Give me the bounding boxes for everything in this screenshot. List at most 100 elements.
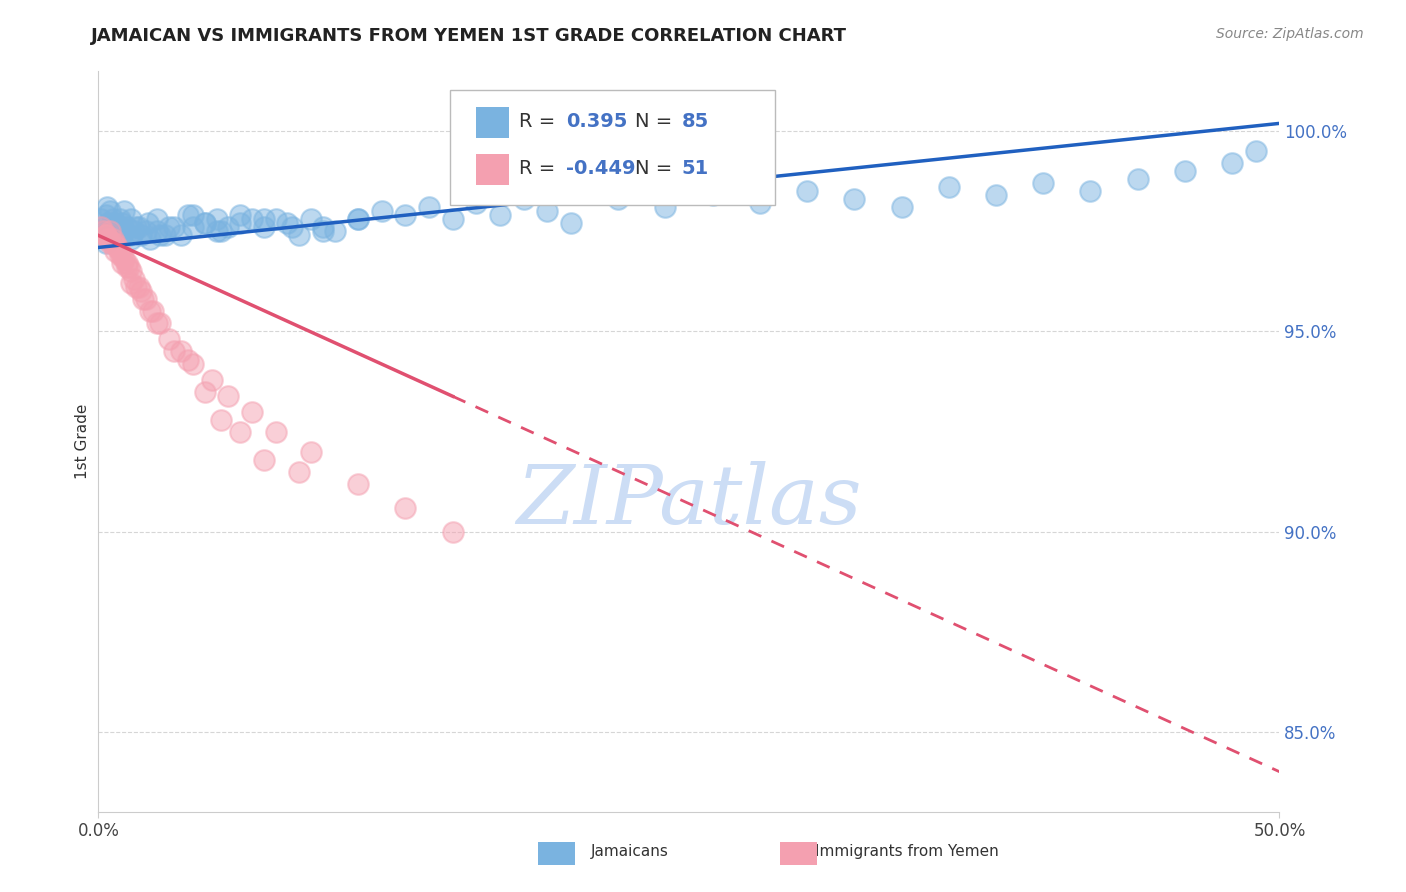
Point: [181, 209, 204, 223]
Point: [98, 204, 121, 219]
Point: [118, 228, 141, 243]
Point: [276, 216, 298, 230]
Point: [97, 216, 120, 230]
Point: [104, 236, 127, 251]
Point: [194, 216, 217, 230]
Point: [796, 185, 818, 199]
Point: [229, 209, 252, 223]
Text: R =: R =: [519, 112, 555, 131]
Point: [98, 220, 121, 235]
Point: [205, 212, 228, 227]
Point: [1032, 177, 1054, 191]
Text: -0.449: -0.449: [567, 159, 636, 178]
Point: [101, 236, 124, 251]
Point: [253, 212, 276, 227]
Point: [104, 244, 127, 259]
Point: [229, 425, 252, 439]
Point: [149, 228, 172, 243]
Point: [441, 212, 464, 227]
Point: [90, 212, 112, 227]
Point: [163, 220, 186, 235]
Point: [201, 372, 224, 386]
Point: [371, 204, 394, 219]
Point: [98, 224, 121, 238]
Point: [142, 304, 165, 318]
Point: [108, 212, 131, 227]
FancyBboxPatch shape: [450, 90, 775, 204]
Point: [108, 244, 131, 259]
Text: R =: R =: [519, 159, 555, 178]
Point: [91, 224, 114, 238]
Point: [177, 352, 200, 367]
Point: [323, 224, 346, 238]
Point: [347, 212, 370, 227]
Point: [394, 500, 416, 515]
Point: [512, 193, 534, 207]
Point: [264, 425, 287, 439]
Point: [229, 216, 252, 230]
Text: Source: ZipAtlas.com: Source: ZipAtlas.com: [1216, 27, 1364, 41]
Text: Jamaicans: Jamaicans: [591, 845, 668, 859]
Point: [312, 224, 335, 238]
Text: 85: 85: [682, 112, 709, 131]
Point: [125, 220, 148, 235]
Point: [157, 220, 180, 235]
Point: [111, 248, 134, 262]
Point: [115, 256, 138, 270]
Point: [217, 220, 239, 235]
Point: [177, 209, 200, 223]
Bar: [477, 107, 509, 138]
Point: [90, 220, 112, 235]
Point: [104, 220, 127, 235]
Point: [129, 228, 152, 243]
Point: [938, 180, 960, 194]
Point: [1080, 185, 1102, 199]
Point: [299, 212, 322, 227]
Point: [98, 236, 121, 251]
Point: [240, 212, 263, 227]
Point: [129, 285, 152, 299]
Point: [163, 344, 186, 359]
Point: [122, 224, 145, 238]
Point: [1244, 145, 1267, 159]
Point: [94, 228, 117, 243]
Point: [111, 228, 134, 243]
Point: [1126, 172, 1149, 186]
Point: [347, 212, 370, 227]
Point: [115, 220, 138, 235]
Point: [112, 252, 135, 267]
Point: [253, 220, 276, 235]
Point: [108, 248, 131, 262]
Point: [128, 280, 150, 294]
Point: [118, 260, 141, 275]
Point: [194, 384, 217, 399]
Text: Immigrants from Yemen: Immigrants from Yemen: [815, 845, 1000, 859]
Point: [132, 293, 155, 307]
Point: [111, 256, 134, 270]
Point: [607, 193, 630, 207]
Point: [94, 236, 117, 251]
Point: [181, 357, 204, 371]
Point: [194, 216, 217, 230]
Point: [209, 224, 232, 238]
Point: [264, 212, 287, 227]
Bar: [477, 153, 509, 185]
Point: [560, 216, 582, 230]
Point: [181, 220, 204, 235]
Point: [702, 188, 724, 202]
Point: [209, 412, 232, 426]
Point: [94, 228, 117, 243]
Point: [125, 280, 148, 294]
Point: [288, 465, 311, 479]
Point: [121, 277, 143, 291]
Point: [146, 317, 169, 331]
Point: [299, 444, 322, 458]
Point: [128, 220, 150, 235]
Point: [101, 212, 124, 227]
Text: 51: 51: [682, 159, 709, 178]
Point: [394, 209, 416, 223]
Point: [97, 232, 120, 246]
Point: [170, 228, 193, 243]
Point: [170, 344, 193, 359]
Point: [465, 196, 488, 211]
